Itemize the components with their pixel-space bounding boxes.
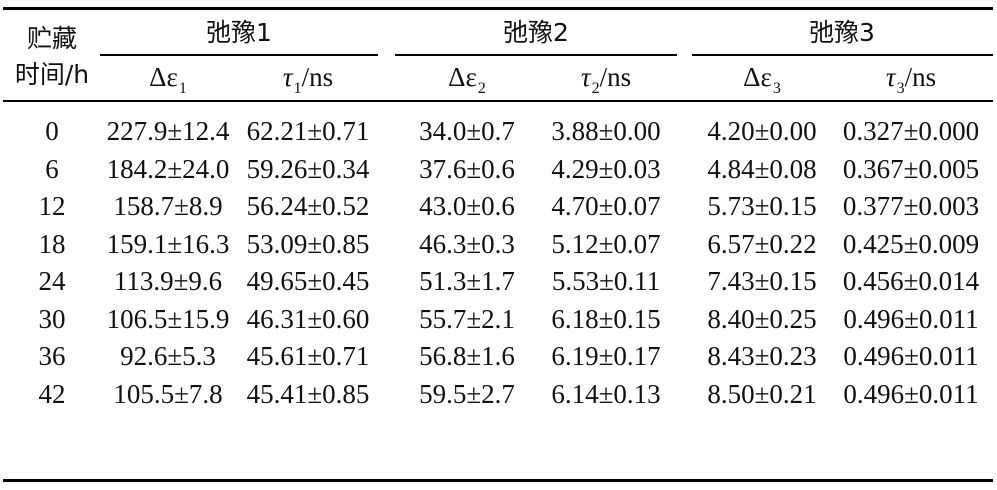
table-cell: 227.9±12.4 xyxy=(106,116,230,146)
table-cell: 158.7±8.9 xyxy=(113,191,223,221)
table-cell: 4.29±0.03 xyxy=(551,154,661,184)
storage-time-cell: 36 xyxy=(38,341,66,371)
table-cell: 8.50±0.21 xyxy=(707,379,817,409)
table-cell: 56.24±0.52 xyxy=(246,191,370,221)
group-underline-1 xyxy=(100,54,378,56)
col-header-delta-epsilon-3: Δε3 xyxy=(743,62,781,97)
table-cell: 6.18±0.15 xyxy=(551,304,661,334)
table-cell: 37.6±0.6 xyxy=(419,154,515,184)
top-rule xyxy=(3,7,993,10)
table-cell: 51.3±1.7 xyxy=(419,266,515,296)
table-cell: 4.20±0.00 xyxy=(707,116,817,146)
col-header-delta-epsilon-1: Δε1 xyxy=(149,62,187,97)
table-cell: 92.6±5.3 xyxy=(120,341,216,371)
table-cell: 0.496±0.011 xyxy=(843,379,979,409)
table-cell: 56.8±1.6 xyxy=(419,341,515,371)
table-cell: 8.43±0.23 xyxy=(707,341,817,371)
group-header-relaxation-3: 弛豫3 xyxy=(809,18,875,47)
table-cell: 0.456±0.014 xyxy=(842,266,980,296)
table-cell: 0.367±0.005 xyxy=(842,154,980,184)
table-cell: 106.5±15.9 xyxy=(106,304,230,334)
table-cell: 5.53±0.11 xyxy=(551,266,661,296)
group-underline-3 xyxy=(692,54,993,56)
group-underline-2 xyxy=(395,54,677,56)
table-cell: 6.14±0.13 xyxy=(551,379,661,409)
table-cell: 0.425±0.009 xyxy=(842,229,980,259)
table-cell: 3.88±0.00 xyxy=(551,116,661,146)
table-cell: 6.19±0.17 xyxy=(551,341,661,371)
table-cell: 0.377±0.003 xyxy=(842,191,980,221)
table-cell: 5.73±0.15 xyxy=(707,191,817,221)
header-rule xyxy=(3,100,993,102)
table-cell: 59.5±2.7 xyxy=(419,379,515,409)
table-cell: 113.9±9.6 xyxy=(113,266,223,296)
table-cell: 62.21±0.71 xyxy=(246,116,370,146)
table-cell: 34.0±0.7 xyxy=(419,116,515,146)
table-cell: 105.5±7.8 xyxy=(113,379,223,409)
storage-time-cell: 24 xyxy=(38,266,66,296)
table-cell: 45.61±0.71 xyxy=(246,341,370,371)
table-cell: 159.1±16.3 xyxy=(106,229,230,259)
table-cell: 55.7±2.1 xyxy=(419,304,515,334)
table-cell: 46.31±0.60 xyxy=(246,304,370,334)
storage-time-cell: 12 xyxy=(38,191,66,221)
table-cell: 7.43±0.15 xyxy=(707,266,817,296)
col-header-tau-2: τ2/ns xyxy=(580,62,632,97)
group-header-relaxation-2: 弛豫2 xyxy=(503,18,569,47)
table-cell: 6.57±0.22 xyxy=(707,229,817,259)
table-cell: 0.327±0.000 xyxy=(842,116,980,146)
table-cell: 46.3±0.3 xyxy=(419,229,515,259)
table-cell: 53.09±0.85 xyxy=(246,229,370,259)
table-cell: 0.496±0.011 xyxy=(843,341,979,371)
table-cell: 43.0±0.6 xyxy=(419,191,515,221)
storage-time-cell: 42 xyxy=(38,379,66,409)
col-header-delta-epsilon-2: Δε2 xyxy=(448,62,486,97)
stub-header-line1: 贮藏 xyxy=(26,24,78,53)
col-header-tau-1: τ1/ns xyxy=(282,62,334,97)
table-cell: 184.2±24.0 xyxy=(106,154,230,184)
storage-time-cell: 18 xyxy=(38,229,66,259)
col-header-tau-3: τ3/ns xyxy=(885,62,937,97)
group-header-relaxation-1: 弛豫1 xyxy=(206,18,272,47)
storage-time-cell: 30 xyxy=(38,304,66,334)
table-cell: 0.496±0.011 xyxy=(843,304,979,334)
table-cell: 59.26±0.34 xyxy=(246,154,370,184)
bottom-rule xyxy=(3,479,993,482)
table-cell: 49.65±0.45 xyxy=(246,266,370,296)
storage-time-cell: 0 xyxy=(45,116,59,146)
table-cell: 8.40±0.25 xyxy=(707,304,817,334)
stub-header-line2: 时间/h xyxy=(14,60,90,89)
table-cell: 5.12±0.07 xyxy=(551,229,661,259)
table-cell: 4.84±0.08 xyxy=(707,154,817,184)
table-cell: 45.41±0.85 xyxy=(246,379,370,409)
storage-time-cell: 6 xyxy=(45,154,59,184)
table-cell: 4.70±0.07 xyxy=(551,191,661,221)
